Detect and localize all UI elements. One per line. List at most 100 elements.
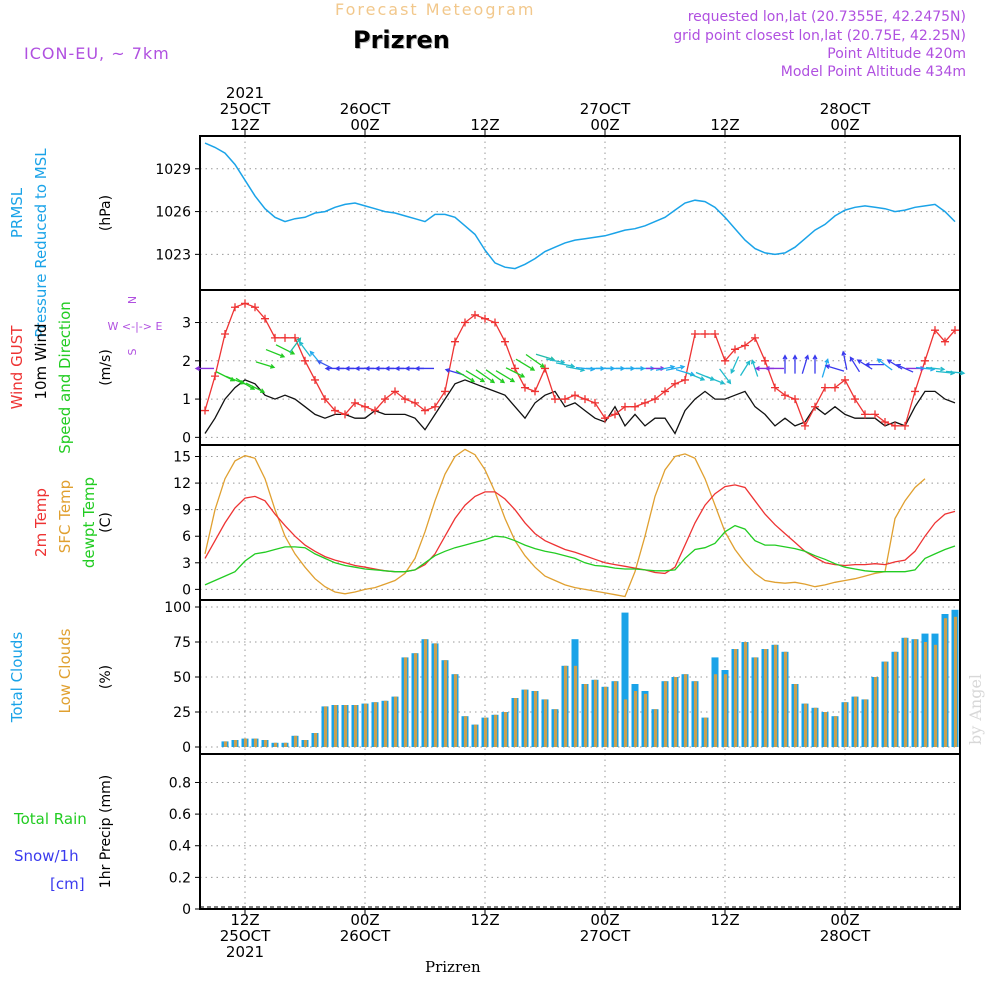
gust-marker	[401, 395, 409, 404]
cloud-low-bar	[833, 716, 838, 747]
cloud-low-bar	[633, 691, 638, 747]
wind-arrow	[225, 375, 246, 385]
cloud-low-bar	[343, 705, 348, 747]
cloud-low-bar	[263, 740, 268, 747]
gust-marker	[301, 356, 309, 365]
station-title: Prizren	[353, 26, 450, 54]
gust-marker	[851, 395, 859, 404]
bottom-time-label: 00Z	[590, 911, 619, 929]
gust-marker	[451, 337, 459, 346]
cloud-low-bar	[803, 703, 808, 747]
cloud-low-bar	[413, 653, 418, 747]
cloud-low-bar	[463, 716, 468, 747]
gust-label: Wind GUST	[8, 325, 26, 410]
gust-marker	[331, 406, 339, 415]
product-title: Forecast Meteogram	[335, 0, 536, 19]
y-tick-label: 1023	[155, 247, 191, 263]
gust-marker	[541, 364, 549, 373]
cloud-low-bar	[753, 657, 758, 747]
wind-arrow	[864, 362, 884, 368]
y-tick-label: 0.2	[169, 870, 191, 886]
gust-marker	[621, 402, 629, 411]
gust-marker	[801, 421, 809, 430]
y-tick-label: 75	[173, 635, 191, 651]
t2m-line	[204, 484, 956, 575]
cloud-low-bar	[543, 699, 548, 747]
y-tick-label: 6	[182, 529, 191, 545]
gust-marker	[311, 375, 319, 384]
gust-marker	[791, 395, 799, 404]
panel-2: 0 1 2 3 (m/s)	[98, 289, 961, 446]
cloud-low-bar	[293, 735, 298, 747]
gust-marker	[371, 406, 379, 415]
gust-marker	[271, 333, 279, 342]
gust-marker	[551, 395, 559, 404]
y-tick-label: 100	[164, 600, 191, 616]
cloud-low-bar	[353, 705, 358, 747]
y-axis-label: (%)	[98, 665, 114, 689]
sfc-temp-label: SFC Temp	[56, 480, 74, 553]
gust-marker	[901, 421, 909, 430]
cloud-low-bar	[393, 696, 398, 747]
sfc-temp-line	[204, 448, 926, 598]
gust-marker	[651, 395, 659, 404]
gust-marker	[881, 418, 889, 427]
wind-arrow	[925, 366, 946, 372]
cloud-low-bar	[423, 639, 428, 747]
pressure-line	[204, 142, 956, 270]
cloud-low-bar	[433, 643, 438, 747]
wind-arrow	[821, 358, 830, 378]
wind-arrow	[665, 364, 686, 371]
gust-marker	[631, 402, 639, 411]
y-tick-label: 9	[182, 503, 191, 519]
top-time-label: 28OCT	[820, 100, 871, 118]
model-label: ICON-EU, ~ 7km	[24, 44, 170, 63]
bottom-time-label: 12Z	[470, 911, 499, 929]
gust-marker	[841, 375, 849, 384]
gust-marker	[761, 356, 769, 365]
wind-arrow	[719, 368, 732, 385]
cloud-low-bar	[583, 684, 588, 747]
low-clouds-label: Low Clouds	[56, 628, 74, 713]
gust-marker	[461, 318, 469, 327]
panel-3: 0 3 6 9 12 15 (C)	[98, 444, 961, 601]
bottom-time-label: 28OCT	[820, 927, 871, 945]
cloud-low-bar	[903, 637, 908, 747]
gust-marker	[681, 375, 689, 384]
wind-arrow	[655, 364, 676, 371]
top-time-label: 26OCT	[340, 100, 391, 118]
top-time-label: 12Z	[230, 116, 259, 134]
t2m-label: 2m Temp	[32, 488, 50, 557]
cloud-low-bar	[443, 660, 448, 747]
cloud-low-bar	[713, 674, 718, 747]
cloud-low-bar	[793, 684, 798, 747]
wind-arrow	[515, 358, 536, 371]
cloud-low-bar	[243, 738, 248, 747]
wind-arrow	[275, 344, 296, 355]
wind-arrow	[730, 356, 740, 374]
pressure-label: Pressure Reduced to MSL	[32, 148, 50, 338]
y-tick-label: 1	[182, 392, 191, 408]
y-tick-label: 0	[182, 740, 191, 756]
wind-arrow	[792, 354, 798, 374]
panel-5: 0 0.2 0.4 0.6 0.8 1hr Precip (mm)	[98, 753, 961, 918]
wind-arrow	[465, 370, 486, 383]
gust-marker	[831, 383, 839, 392]
cloud-low-bar	[763, 649, 768, 747]
wind-arrow	[782, 354, 788, 374]
bottom-time-label: 12Z	[230, 911, 259, 929]
y-tick-label: 50	[173, 670, 191, 686]
model-altitude: Model Point Altitude 434m	[780, 64, 966, 80]
gust-marker	[601, 414, 609, 423]
cloud-low-bar	[613, 681, 618, 747]
cloud-low-bar	[733, 649, 738, 747]
wind-speed-line	[204, 379, 956, 435]
gust-marker	[751, 333, 759, 342]
gust-marker	[391, 387, 399, 396]
compass-south: S	[126, 348, 139, 355]
requested-coords: requested lon,lat (20.7355E, 42.2475N)	[687, 9, 966, 25]
compass-north: N	[126, 296, 139, 304]
direction-label: Speed and Direction	[56, 301, 74, 454]
y-tick-label: 1029	[155, 162, 191, 178]
cloud-low-bar	[563, 665, 568, 747]
